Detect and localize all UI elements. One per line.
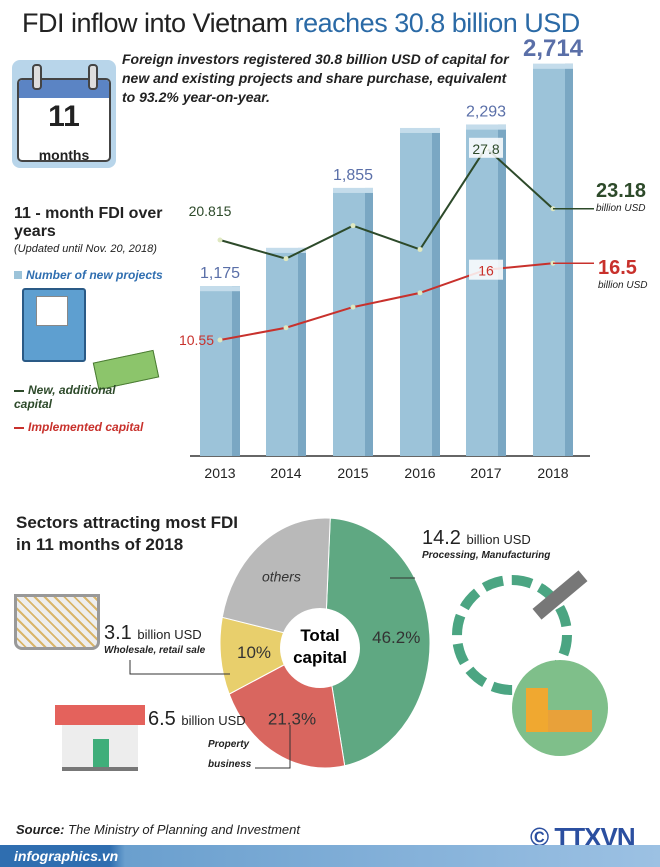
source-label: Source: — [16, 822, 65, 837]
line-point — [217, 237, 223, 243]
x-tick-2016: 2016 — [404, 465, 435, 481]
line-label: 16 — [478, 263, 494, 279]
pie-hole — [280, 608, 360, 688]
intro-text: Foreign investors registered 30.8 billio… — [122, 51, 509, 105]
page-title: FDI inflow into Vietnam reaches 30.8 bil… — [22, 8, 580, 39]
bar-label: 1,175 — [200, 265, 240, 282]
bar-top — [533, 63, 573, 69]
bar-side — [565, 63, 573, 457]
bar-side — [365, 187, 373, 456]
section2-title: Sectors attracting most FDI in 11 months… — [16, 513, 238, 554]
legend-projects-label: Number of new projects — [26, 268, 163, 282]
pie-chart: 46.2% 21.3% 10% others Total capital — [129, 517, 431, 769]
property-unit: billion USD — [181, 713, 246, 728]
wholesale-unit: billion USD — [137, 627, 202, 642]
x-tick-2013: 2013 — [204, 465, 235, 481]
bar-top — [200, 286, 240, 292]
bar-top — [266, 247, 306, 253]
bar-top — [400, 127, 440, 133]
line-new-capital — [219, 146, 554, 260]
line-label: 10.55 — [179, 332, 214, 348]
line-point — [417, 246, 423, 252]
manufacturing-unit: billion USD — [466, 532, 531, 547]
property-label: Property business — [208, 739, 252, 770]
line-point — [283, 256, 289, 262]
line-point — [283, 325, 289, 331]
pie-label: 10% — [237, 643, 271, 662]
manufacturing-value: 14.2 — [422, 527, 461, 549]
x-tick-2018: 2018 — [537, 465, 568, 481]
legend-implemented: Implemented capital — [14, 420, 143, 434]
bar-label: 1,855 — [333, 167, 373, 184]
section1-note: (Updated until Nov. 20, 2018) — [14, 243, 157, 255]
folder-icon — [22, 288, 86, 362]
wholesale-value: 3.1 — [104, 622, 132, 644]
legend-new-capital: New, additional capital — [14, 383, 154, 411]
new-capital-end-unit: billion USD — [596, 203, 646, 214]
pie-label: 46.2% — [372, 628, 420, 647]
label-wholesale: 3.1 billion USD Wholesale, retail sale — [104, 622, 205, 656]
bar-side — [432, 127, 440, 457]
section1-title: 11 - month FDI over years — [14, 205, 163, 240]
leader-wholesale — [129, 660, 230, 675]
legend-projects: Number of new projects — [14, 268, 163, 282]
title-highlight: reaches 30.8 billion USD — [294, 8, 581, 38]
label-box — [469, 137, 503, 158]
bar-top — [466, 124, 506, 130]
implemented-end-value: 16.5 — [598, 257, 637, 279]
bar-side — [298, 247, 306, 456]
pie-center-label: Total capital — [293, 626, 347, 667]
pie-label: 21.3% — [268, 709, 316, 728]
bar-side — [498, 124, 506, 456]
source: Source: The Ministry of Planning and Inv… — [16, 822, 300, 837]
pie-slice-processing-manufacturing — [324, 517, 431, 767]
footer-text[interactable]: infographics.vn — [14, 848, 119, 864]
line-point — [350, 223, 356, 229]
bar-side — [232, 286, 240, 456]
line-label: 27.8 — [472, 141, 499, 157]
new-capital-end-value: 23.18 — [596, 180, 647, 202]
bar-label: 2,293 — [466, 104, 506, 121]
manufacturing-label: Processing, Manufacturing — [422, 550, 551, 561]
line-point — [350, 304, 356, 310]
new-capital-end-label: 23.18 billion USD — [596, 180, 646, 214]
shopping-cart-icon — [14, 594, 100, 650]
property-value: 6.5 — [148, 708, 176, 730]
factory-icon — [512, 660, 608, 756]
x-tick-2015: 2015 — [337, 465, 368, 481]
bar-top — [333, 187, 373, 193]
source-text: The Ministry of Planning and Investment — [68, 822, 300, 837]
house-icon — [55, 705, 145, 725]
pie-label: others — [262, 569, 301, 585]
calendar-number: 11 — [48, 100, 80, 133]
x-tick-2017: 2017 — [470, 465, 501, 481]
bar-label: 2,714 — [523, 35, 584, 62]
wholesale-label: Wholesale, retail sale — [104, 645, 206, 656]
title-part1: FDI inflow into Vietnam — [22, 8, 288, 38]
calendar-icon: 11 months 2018 — [12, 60, 116, 168]
legend-new-capital-label: New, additional capital — [14, 383, 116, 411]
line-point — [417, 290, 423, 296]
bar-line-chart: 2013 1,175 2014 2015 1,855 2016 2017 2,293 2018 2… — [179, 35, 594, 481]
house-body — [62, 725, 138, 771]
x-tick-2014: 2014 — [270, 465, 301, 481]
gear-icon — [452, 575, 572, 695]
label-property: 6.5 billion USD — [148, 708, 246, 731]
line-point — [217, 337, 223, 343]
label-manufacturing: 14.2 billion USD Processing, Manufacturin… — [422, 527, 550, 561]
calendar-unit: months — [38, 147, 90, 162]
leader-property — [255, 725, 291, 769]
label-box — [469, 259, 503, 280]
line-label: 20.815 — [189, 203, 232, 219]
implemented-end-unit: billion USD — [598, 280, 648, 291]
legend-implemented-label: Implemented capital — [28, 420, 144, 434]
implemented-end-label: 16.5 billion USD — [598, 257, 647, 291]
footer-bar: infographics.vn — [0, 845, 660, 867]
